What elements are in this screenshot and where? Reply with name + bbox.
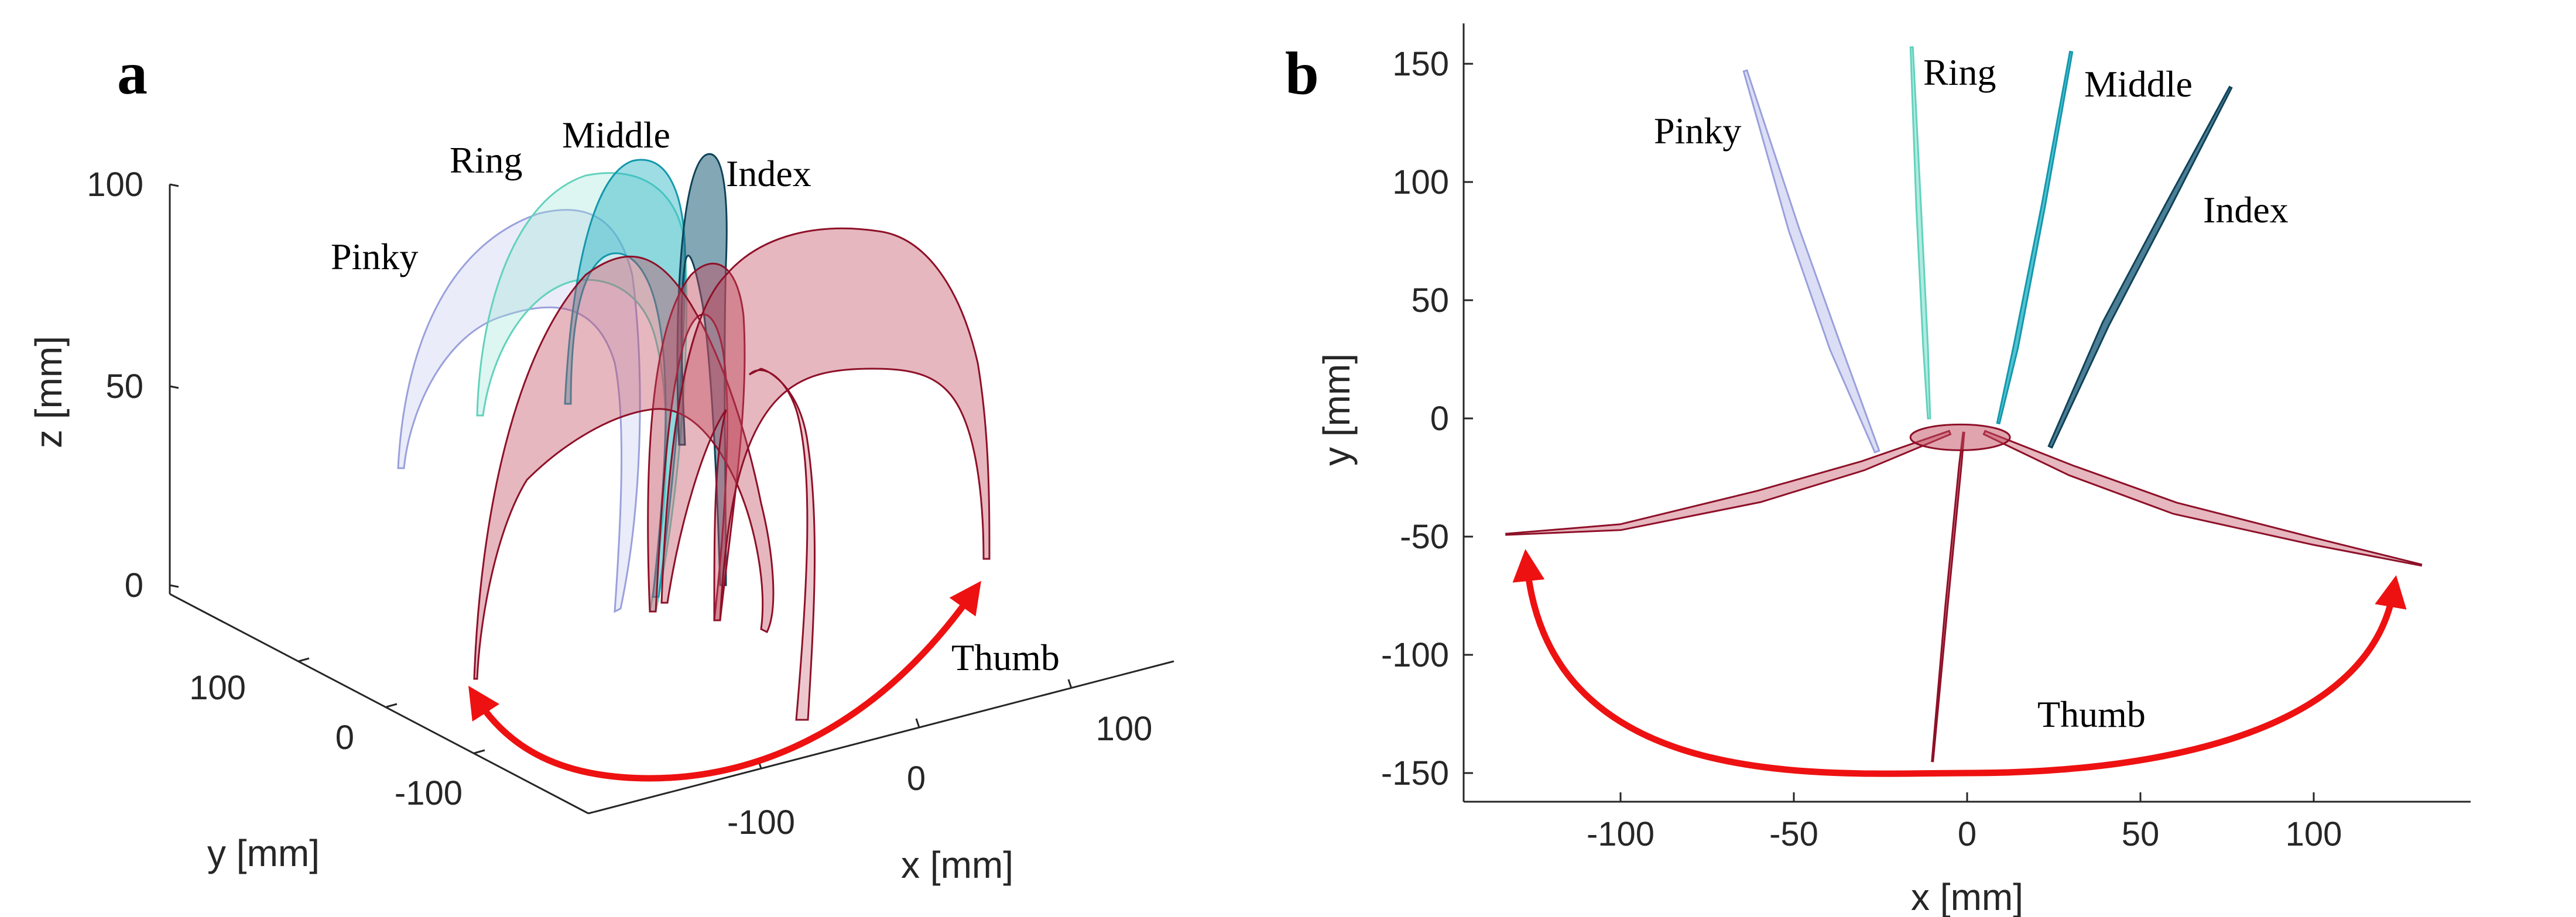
y-tick-label: -100: [395, 774, 463, 812]
panel-b: b -150 -100 -50 0 50 100 150 -100 -50 0 50 100 y [m…: [1285, 23, 2471, 917]
finger-label-index-b: Index: [2203, 189, 2289, 231]
thumb-surface-a-right: [660, 227, 991, 621]
y-tick-label-b: -50: [1400, 518, 1449, 556]
thumb-label-b: Thumb: [2037, 693, 2146, 735]
panel-a: a 100 50 0 100 0 -100 -100 0: [28, 40, 1174, 886]
panel-a-axes: 100 50 0 100 0 -100 -100 0 100 z [mm] y …: [28, 166, 1174, 886]
y-tick-100: [298, 657, 310, 662]
x-axis-title-b: x [mm]: [1911, 876, 2023, 917]
z-axis-title: z [mm]: [28, 336, 70, 448]
x-tick-label: 100: [1096, 710, 1153, 748]
y-tick-label-b: -150: [1381, 754, 1449, 792]
finger-label-index: Index: [726, 153, 811, 194]
y-tick-label-b: 150: [1392, 45, 1449, 83]
middle-trace-b: [1996, 50, 2074, 425]
panel-b-axes: [1462, 23, 2471, 803]
y-tick-label-b: -100: [1381, 636, 1449, 674]
finger-label-ring: Ring: [450, 139, 522, 181]
x-tick-label-b: 50: [2122, 815, 2160, 853]
x-tick-0: [915, 718, 920, 728]
y-tick-neg100: [474, 749, 485, 754]
z-tick-50: [169, 385, 179, 389]
panel-b-label: b: [1285, 40, 1319, 107]
thumb-trace-right-b: [1982, 430, 2423, 567]
ring-trace-b: [1909, 46, 1931, 420]
x-tick-label-b: 0: [1958, 815, 1976, 853]
x-axis-line: [588, 660, 1174, 815]
z-tick-100: [169, 183, 179, 187]
thumb-arrow-b: [1512, 549, 2407, 777]
z-tick-label: 50: [105, 368, 143, 406]
finger-label-middle-b: Middle: [2084, 63, 2193, 105]
x-axis-title: x [mm]: [901, 844, 1013, 886]
finger-label-middle: Middle: [562, 114, 670, 156]
y-axis-title: y [mm]: [207, 832, 320, 874]
thumb-arrow-a: [468, 581, 981, 782]
x-tick-label-b: -100: [1587, 815, 1654, 853]
thumb-trace-vertical-b: [1931, 431, 1965, 763]
panel-b-marks: [1505, 46, 2423, 777]
pinky-trace-b: [1742, 69, 1880, 454]
y-tick-label: 0: [335, 719, 354, 757]
index-trace-b: [2047, 85, 2233, 449]
y-axis-title-b: y [mm]: [1316, 353, 1358, 466]
finger-label-pinky-b: Pinky: [1654, 110, 1741, 152]
x-tick-label: -100: [727, 803, 795, 842]
y-axis-line: [169, 593, 589, 815]
thumb-base-b: [1909, 423, 2011, 451]
index-surface-a: [676, 153, 728, 586]
z-tick-0: [169, 584, 179, 588]
y-tick-label: 100: [189, 669, 246, 707]
x-tick-label-b: 100: [2286, 815, 2342, 853]
y-tick-0: [386, 703, 398, 708]
finger-label-ring-b: Ring: [1923, 51, 1996, 93]
panel-a-label: a: [117, 40, 148, 107]
x-tick-100: [1067, 679, 1073, 689]
finger-label-pinky: Pinky: [331, 236, 418, 277]
z-tick-label: 100: [87, 166, 143, 204]
panel-b-ticks: -150 -100 -50 0 50 100 150 -100 -50 0 50 100: [1381, 45, 2342, 853]
thumb-trace-left-b: [1505, 430, 1952, 536]
panel-a-surfaces: [397, 153, 991, 721]
x-tick-label-b: -50: [1769, 815, 1818, 853]
y-tick-label-b: 0: [1430, 400, 1449, 438]
y-tick-label-b: 50: [1411, 281, 1449, 320]
z-tick-label: 0: [125, 566, 143, 605]
thumb-label-a: Thumb: [951, 637, 1060, 678]
x-tick-label: 0: [907, 760, 926, 798]
y-tick-label-b: 100: [1392, 163, 1449, 201]
